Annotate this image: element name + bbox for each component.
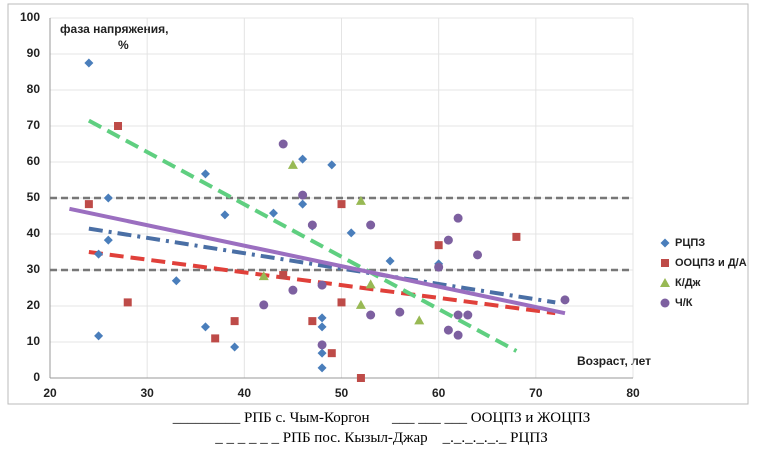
point <box>308 317 317 326</box>
point <box>366 310 376 320</box>
point <box>259 300 269 310</box>
point <box>278 139 288 149</box>
x-axis-title: Возраст, лет <box>577 354 651 368</box>
point <box>230 342 240 352</box>
point <box>94 249 104 259</box>
point <box>317 348 327 358</box>
point <box>171 276 181 286</box>
y-tick-label: 0 <box>33 370 40 384</box>
point <box>317 280 327 290</box>
point <box>434 241 443 250</box>
point <box>512 232 521 241</box>
point <box>307 220 317 230</box>
point <box>94 331 104 341</box>
legend-marker <box>660 278 670 287</box>
point <box>365 279 376 289</box>
y-tick-label: 50 <box>27 190 41 204</box>
legend-label: К/Дж <box>675 277 701 289</box>
point <box>443 235 453 245</box>
point <box>287 159 298 169</box>
caption-line: _________ РПБ с. Чым-Коргон ___ ___ ___ … <box>172 410 591 426</box>
point <box>103 235 113 245</box>
trendline <box>87 118 518 353</box>
point <box>298 154 308 164</box>
point <box>317 363 327 373</box>
point <box>366 220 376 230</box>
y-axis-title: % <box>118 38 129 52</box>
point <box>414 315 425 325</box>
y-axis-title: фаза напряжения, <box>60 22 168 36</box>
chart: фаза напряжения, % Возраст, лет 0 10 20 30 4… <box>7 3 749 405</box>
x-tick-label: 20 <box>43 386 57 400</box>
point <box>230 317 239 326</box>
point <box>355 299 366 309</box>
legend-marker <box>660 238 670 248</box>
chart-frame <box>7 3 749 405</box>
point <box>114 122 123 130</box>
point <box>103 193 113 203</box>
y-tick-label: 20 <box>27 298 41 312</box>
x-tick-label: 40 <box>238 386 252 400</box>
y-tick-label: 30 <box>27 262 41 276</box>
point <box>317 322 327 332</box>
point <box>355 195 366 205</box>
point <box>317 313 327 323</box>
y-tick-label: 70 <box>27 118 41 132</box>
point <box>268 208 278 218</box>
trendline <box>69 206 566 316</box>
y-tick-label: 80 <box>27 82 41 96</box>
point <box>84 200 93 209</box>
point <box>453 213 463 223</box>
trendline <box>88 226 556 305</box>
point <box>453 330 463 340</box>
point <box>288 285 298 295</box>
point <box>123 298 132 307</box>
x-tick-label: 70 <box>529 386 543 400</box>
point <box>200 169 210 179</box>
point <box>560 295 570 305</box>
point <box>327 349 336 358</box>
x-tick-label: 80 <box>626 386 640 400</box>
point <box>346 228 356 238</box>
point <box>337 200 346 209</box>
point <box>211 334 220 343</box>
point <box>385 256 395 266</box>
point <box>317 340 327 350</box>
point <box>220 210 230 220</box>
point <box>258 271 269 281</box>
y-tick-label: 60 <box>27 154 41 168</box>
caption-line: _ _ _ _ _ _ РПБ пос. Кызыл-Джар _._._._.… <box>215 430 548 446</box>
legend-marker <box>661 259 669 267</box>
y-tick-label: 10 <box>27 334 41 348</box>
x-tick-label: 30 <box>140 386 154 400</box>
point <box>337 298 346 307</box>
legend-marker <box>660 298 670 308</box>
x-tick-label: 50 <box>335 386 349 400</box>
y-tick-label: 90 <box>27 46 41 60</box>
x-tick-label: 60 <box>432 386 446 400</box>
point <box>434 262 444 272</box>
point <box>473 250 483 260</box>
point <box>395 307 405 317</box>
point <box>443 325 453 335</box>
legend-label: РЦПЗ <box>675 237 705 249</box>
point <box>200 322 210 332</box>
point <box>463 310 473 320</box>
point <box>298 190 308 200</box>
point <box>453 310 463 320</box>
y-tick-label: 100 <box>20 10 40 24</box>
legend-label: Ч/К <box>675 297 693 309</box>
point <box>356 374 365 382</box>
point <box>327 160 337 170</box>
point <box>84 58 94 68</box>
point <box>279 271 288 280</box>
y-tick-label: 40 <box>27 226 41 240</box>
legend-label: ООЦПЗ и Д/А <box>675 257 747 269</box>
point <box>298 199 308 209</box>
